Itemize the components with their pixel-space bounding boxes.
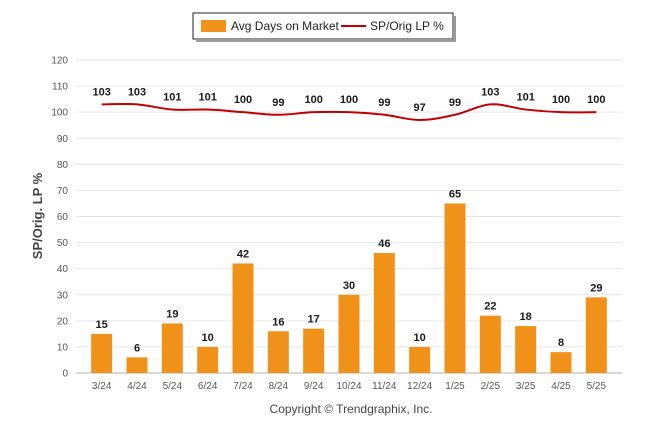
legend-swatch-bar <box>201 20 226 32</box>
line-data-label: 103 <box>92 86 110 98</box>
line-data-label: 101 <box>198 92 216 104</box>
series-line <box>101 102 597 121</box>
legend: Avg Days on Market SP/Orig LP % <box>192 12 456 42</box>
y-tick-label: 100 <box>51 108 68 119</box>
line-data-label: 100 <box>234 94 252 106</box>
y-tick-label: 60 <box>57 212 69 223</box>
bar-data-label: 15 <box>96 319 108 331</box>
copyright-text: Copyright © Trendgraphix, Inc. <box>270 402 433 416</box>
x-tick-label: 4/24 <box>127 381 147 392</box>
bar-data-label: 10 <box>414 332 426 344</box>
x-tick-label: 11/24 <box>372 381 397 392</box>
bar <box>161 323 183 373</box>
line-data-label: 103 <box>481 86 499 98</box>
legend-label-bar: Avg Days on Market <box>231 19 339 33</box>
line-data-label: 103 <box>128 86 146 98</box>
line-data-label: 99 <box>449 97 461 109</box>
bar <box>479 315 501 373</box>
x-tick-label: 7/24 <box>233 381 253 392</box>
x-tick-label: 5/25 <box>587 381 607 392</box>
bar-data-label: 42 <box>237 248 249 260</box>
line-data-label: 100 <box>552 94 570 106</box>
bar-data-label: 18 <box>520 311 532 323</box>
bar-data-label: 10 <box>202 332 214 344</box>
bar <box>267 331 289 373</box>
bar-data-label: 19 <box>166 308 178 320</box>
bar-data-label: 30 <box>343 280 355 292</box>
line-data-label: 101 <box>516 92 534 104</box>
y-axis-title: SP/Orig. LP % <box>30 172 45 259</box>
bar <box>91 333 113 373</box>
bar <box>444 203 466 373</box>
line-series: 103 103 101 101 100 99 100 100 99 97 99 103 101 100 10… <box>92 86 606 121</box>
x-tick-label: 1/25 <box>445 381 465 392</box>
legend-label-line: SP/Orig LP % <box>370 19 444 33</box>
y-tick-label: 80 <box>57 160 69 171</box>
bar-data-label: 6 <box>134 342 140 354</box>
y-tick-label: 10 <box>57 342 69 353</box>
bar <box>515 326 537 373</box>
line-data-label: 100 <box>587 94 605 106</box>
bar-data-label: 22 <box>484 301 496 313</box>
y-tick-label: 120 <box>51 56 68 67</box>
bar <box>550 352 572 373</box>
bar <box>197 346 219 373</box>
bar-data-label: 46 <box>378 238 390 250</box>
x-tick-label: 12/24 <box>407 381 432 392</box>
bar <box>373 253 395 373</box>
y-tick-label: 40 <box>57 264 69 275</box>
y-axis: 0 10 20 30 40 50 60 70 80 90 100 110 120 <box>51 56 68 380</box>
x-tick-label: 3/25 <box>516 381 536 392</box>
x-tick-label: 9/24 <box>304 381 324 392</box>
line-data-label: 99 <box>378 97 390 109</box>
y-tick-label: 20 <box>57 316 69 327</box>
legend-shadow <box>453 16 456 42</box>
bar-data-label: 16 <box>272 316 284 328</box>
y-tick-label: 90 <box>57 134 69 145</box>
y-tick-label: 0 <box>62 369 68 380</box>
x-tick-label: 10/24 <box>336 381 361 392</box>
legend-box <box>192 12 454 40</box>
bar-data-label: 29 <box>590 282 602 294</box>
x-tick-label: 5/24 <box>163 381 183 392</box>
bar <box>338 294 360 373</box>
y-tick-label: 30 <box>57 290 69 301</box>
bar <box>585 297 607 373</box>
line-data-label: 99 <box>272 97 284 109</box>
x-tick-label: 3/24 <box>92 381 112 392</box>
bar-data-label: 65 <box>449 188 461 200</box>
legend-shadow-bottom <box>196 39 456 42</box>
x-axis: 3/24 4/24 5/24 6/24 7/24 8/24 9/24 10/24 11/24 12… <box>92 381 607 392</box>
line-data-label: 101 <box>163 92 181 104</box>
x-tick-label: 6/24 <box>198 381 218 392</box>
bar <box>126 357 148 373</box>
line-data-label: 100 <box>304 94 322 106</box>
bar-series: 15 6 19 10 42 16 17 30 46 10 65 22 18 8 29 <box>91 188 607 373</box>
line-data-label: 97 <box>414 102 426 114</box>
bar-data-label: 17 <box>308 314 320 326</box>
x-tick-label: 8/24 <box>269 381 289 392</box>
bar-data-label: 8 <box>558 337 564 349</box>
bar <box>409 346 431 373</box>
y-tick-label: 110 <box>52 82 68 93</box>
y-tick-label: 70 <box>57 186 69 197</box>
line-data-label: 100 <box>340 94 358 106</box>
x-tick-label: 2/25 <box>481 381 501 392</box>
bar <box>303 328 325 373</box>
bar <box>232 263 254 373</box>
y-tick-label: 50 <box>57 238 69 249</box>
x-tick-label: 4/25 <box>551 381 571 392</box>
